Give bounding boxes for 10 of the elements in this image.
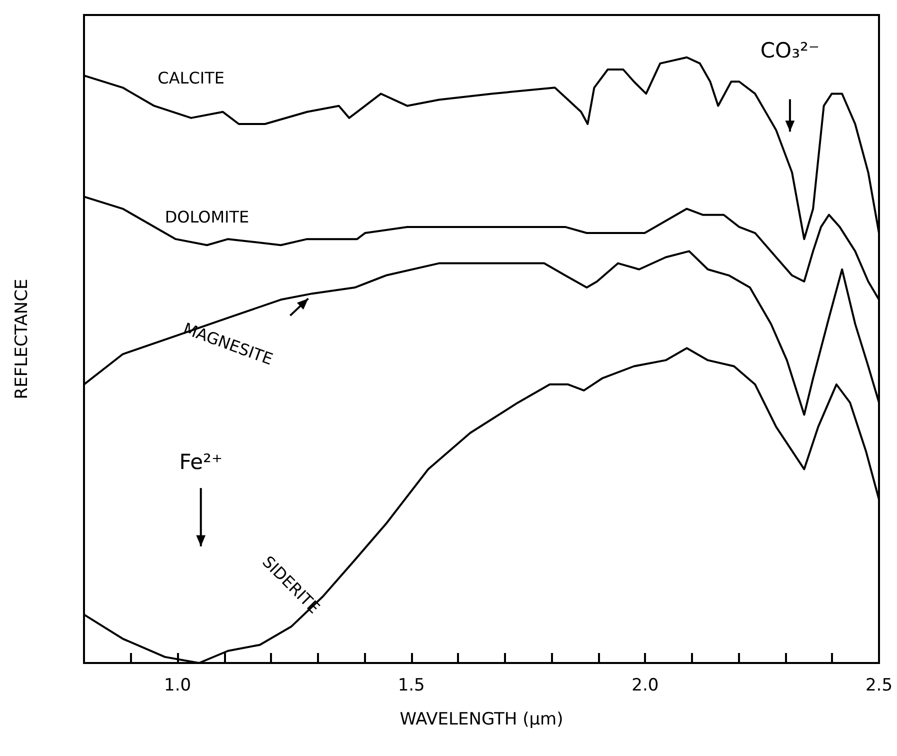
y-axis-title: REFLECTANCE	[12, 278, 32, 400]
series-label: CALCITE	[158, 68, 224, 88]
x-tick-label: 1.5	[398, 676, 425, 696]
x-tick-label: 2.5	[865, 676, 893, 696]
annotation: Fe²⁺	[179, 450, 223, 474]
x-axis-title: WAVELENGTH (µm)	[400, 710, 564, 730]
x-tick-label: 2.0	[632, 676, 659, 696]
x-tick-label: 1.0	[164, 676, 192, 696]
annotation: CO₃²⁻	[760, 38, 820, 63]
series-label: DOLOMITE	[164, 208, 250, 227]
